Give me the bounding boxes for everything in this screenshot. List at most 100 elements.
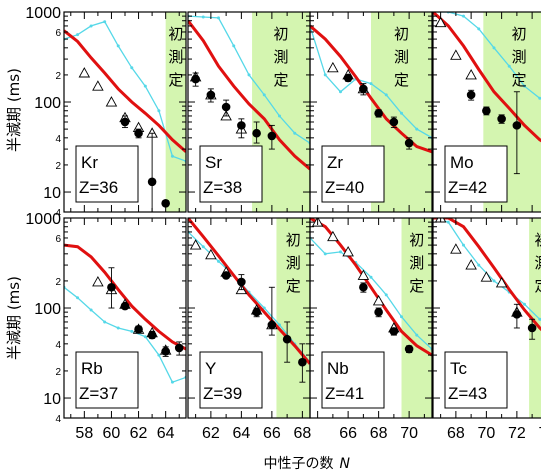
new-measurement-label: 測 bbox=[394, 48, 409, 66]
new-measurement-label: 測 bbox=[409, 254, 424, 272]
new-measurement-label: 定 bbox=[286, 277, 301, 295]
previous-data-triangle bbox=[189, 239, 202, 250]
theory-cyan-point bbox=[538, 317, 541, 321]
measured-point bbox=[389, 117, 399, 127]
theory-curve-red bbox=[433, 218, 541, 332]
panel-frame bbox=[63, 217, 187, 419]
measured-point bbox=[389, 327, 399, 336]
x-tick-label: 68 bbox=[370, 425, 388, 442]
new-measurement-label: 初 bbox=[274, 25, 289, 43]
theory-cyan-point bbox=[492, 279, 496, 283]
measured-point bbox=[359, 282, 368, 292]
element-label-box bbox=[75, 351, 139, 409]
chart-panels: 初測定KrZ=3610001001062424初測定SrZ=38初測定ZrZ=4… bbox=[25, 5, 541, 442]
plot-area bbox=[433, 218, 541, 418]
measured-point bbox=[147, 177, 157, 187]
previous-data-triangle bbox=[327, 61, 339, 73]
element-symbol: Kr bbox=[81, 153, 98, 172]
new-measurement-label: 初 bbox=[512, 25, 527, 43]
y-minor-tick-label: 6 bbox=[55, 234, 61, 245]
previous-data-triangle bbox=[342, 245, 354, 257]
measured-point bbox=[221, 271, 231, 280]
element-label-box bbox=[199, 351, 263, 409]
new-measurement-label: 測 bbox=[286, 254, 301, 272]
theory-cyan-point bbox=[400, 111, 403, 115]
new-measurement-region bbox=[529, 218, 541, 418]
theory-cyan-point bbox=[262, 93, 266, 97]
previous-data-triangle bbox=[357, 269, 370, 280]
y-minor-tick-label: 4 bbox=[55, 134, 61, 145]
panel-frame bbox=[309, 217, 433, 419]
theory-cyan-point bbox=[369, 275, 373, 279]
measured-point bbox=[147, 330, 157, 340]
theory-cyan-point bbox=[103, 320, 107, 324]
y-minor-tick-label: 2 bbox=[55, 277, 61, 288]
measured-point bbox=[221, 102, 231, 112]
plot-area bbox=[64, 12, 186, 212]
element-label-box bbox=[444, 351, 508, 409]
panel-zr: 初測定 Zr Z=40 bbox=[309, 11, 433, 213]
x-tick-label: 58 bbox=[75, 425, 93, 442]
x-tick-label: 74 bbox=[538, 425, 541, 442]
x-tick-label: 70 bbox=[477, 425, 495, 442]
theory-cyan-point bbox=[415, 333, 419, 337]
panel-nb: 初測定 Nb Z=41 66 68 70 bbox=[309, 217, 433, 442]
new-measurement-label: 測 bbox=[274, 48, 289, 66]
theory-curve-red bbox=[433, 12, 541, 143]
previous-data-triangle bbox=[465, 68, 477, 80]
new-measurement-region bbox=[276, 218, 310, 418]
panel-kr: 初測定 Kr Z=36 1000 100 10 6 2 4 2 4 bbox=[25, 5, 187, 219]
element-label-box bbox=[444, 145, 508, 203]
theory-cyan-point bbox=[384, 93, 388, 97]
measured-point bbox=[267, 131, 277, 141]
panel-tc: 初測定 Tc Z=43 68 70 72 74 bbox=[432, 217, 541, 442]
y-minor-tick-label: 2 bbox=[55, 161, 61, 172]
element-z-label: Z=43 bbox=[448, 384, 487, 403]
theory-cyan-point bbox=[507, 64, 511, 68]
theory-cyan-point bbox=[538, 96, 541, 100]
previous-data-triangle bbox=[372, 294, 385, 306]
x-tick-label: 64 bbox=[232, 425, 250, 442]
measured-point bbox=[512, 310, 522, 319]
element-z-label: Z=37 bbox=[79, 384, 118, 403]
element-symbol: Y bbox=[205, 359, 216, 378]
element-label-box bbox=[321, 145, 385, 203]
theory-cyan-point bbox=[262, 306, 266, 310]
measured-point bbox=[482, 106, 491, 116]
measured-point bbox=[120, 301, 130, 311]
theory-cyan-point bbox=[170, 154, 174, 158]
panel-sr: 初測定 Sr Z=38 bbox=[187, 11, 311, 213]
panel-frame bbox=[432, 11, 541, 213]
measured-point bbox=[497, 114, 506, 124]
measured-point bbox=[527, 323, 537, 333]
plot-area bbox=[188, 218, 310, 418]
measured-point bbox=[359, 84, 368, 94]
y-minor-tick-label: 2 bbox=[55, 367, 61, 378]
theory-cyan-point bbox=[523, 302, 526, 306]
measured-point bbox=[206, 90, 216, 100]
measured-point bbox=[161, 347, 170, 356]
theory-cyan-point bbox=[477, 27, 481, 31]
theory-cyan-point bbox=[462, 243, 465, 247]
element-z-label: Z=42 bbox=[448, 178, 487, 197]
theory-cyan-point bbox=[130, 66, 134, 70]
y-axis-label-bottom: 半減期 (ms) bbox=[5, 276, 23, 360]
theory-curve-red bbox=[64, 243, 186, 351]
theory-cyan-point bbox=[492, 46, 496, 50]
measured-point bbox=[282, 334, 292, 344]
new-measurement-label: 測 bbox=[535, 254, 541, 272]
previous-data-triangle bbox=[495, 276, 508, 288]
element-label-box bbox=[321, 351, 385, 409]
theory-cyan-point bbox=[103, 20, 107, 24]
y-minor-tick-label: 2 bbox=[55, 71, 61, 82]
theory-cyan-point bbox=[89, 308, 93, 312]
theory-cyan-point bbox=[446, 220, 450, 224]
element-symbol: Sr bbox=[205, 153, 222, 172]
new-measurement-label: 定 bbox=[535, 277, 541, 295]
theory-cyan-point bbox=[201, 245, 205, 249]
new-measurement-label: 定 bbox=[168, 71, 183, 89]
theory-cyan-point bbox=[116, 326, 120, 330]
x-tick-label: 62 bbox=[130, 425, 148, 442]
element-z-label: Z=36 bbox=[79, 178, 118, 197]
